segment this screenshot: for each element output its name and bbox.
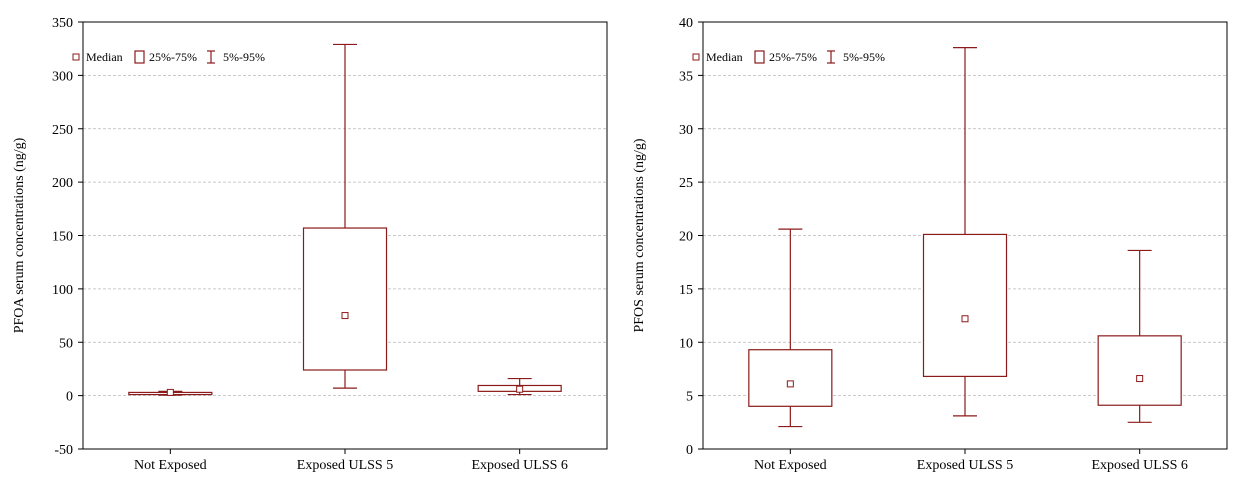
chart-0-legend-median-icon: [72, 53, 80, 61]
chart-0-legend-box-label: 25%-75%: [149, 50, 197, 64]
chart-1-x-category-label: Exposed ULSS 6: [1091, 458, 1187, 473]
chart-1-y-tick-label: 30: [679, 123, 693, 138]
chart-1-legend-box-icon: [754, 50, 765, 64]
chart-1-y-tick-label: 40: [679, 16, 693, 31]
chart-1-iqr-box: [748, 349, 833, 407]
chart-0-y-tick-label: 50: [59, 336, 73, 351]
chart-1-y-tick-label: 35: [679, 69, 693, 84]
chart-0-y-tick-label: 200: [52, 176, 73, 191]
chart-1-iqr-box: [922, 233, 1008, 378]
chart-0-y-tick-label: 250: [52, 123, 73, 138]
chart-1-y-tick-label: 0: [686, 443, 693, 458]
chart-0-y-tick-label: 150: [52, 230, 73, 245]
chart-0-y-tick-label: 300: [52, 69, 73, 84]
chart-0-x-category-label: Not Exposed: [134, 458, 207, 473]
chart-1-y-tick-label: 10: [679, 336, 693, 351]
pfos-boxplot-chart: 0 5 10 15 20 25 30 35 40 PFOS serum concentration…: [632, 16, 1228, 473]
chart-0-median-marker: [341, 312, 349, 320]
chart-0-y-axis-title: PFOA serum concentrations (ng/g): [12, 137, 27, 333]
chart-0-y-tick-label: 0: [66, 390, 73, 405]
chart-1-y-tick-label: 15: [679, 283, 693, 298]
chart-0-legend-median-label: Median: [86, 50, 123, 64]
chart-0-y-tick-label: -50: [54, 443, 73, 458]
chart-0-x-category-label: Exposed ULSS 5: [297, 458, 393, 473]
chart-0-legend-whisker-label: 5%-95%: [223, 50, 265, 64]
chart-1-legend-median-label: Median: [706, 50, 743, 64]
chart-1-x-category-label: Exposed ULSS 5: [917, 458, 1013, 473]
chart-0-median-marker: [516, 385, 524, 393]
chart-1-median-marker: [1136, 375, 1144, 383]
chart-1-iqr-box: [1097, 335, 1182, 406]
chart-1-x-category-label: Not Exposed: [754, 458, 827, 473]
chart-1-legend-box-label: 25%-75%: [769, 50, 817, 64]
chart-1-y-tick-label: 20: [679, 230, 693, 245]
chart-0-y-tick-label: 100: [52, 283, 73, 298]
chart-1-median-marker: [961, 315, 969, 323]
chart-1-y-axis-title: PFOS serum concentrations (ng/g): [632, 138, 647, 332]
chart-0-iqr-box: [302, 227, 388, 371]
chart-0-median-marker: [166, 388, 174, 396]
chart-1-legend-median-icon: [692, 53, 700, 61]
chart-1-legend-whisker-label: 5%-95%: [843, 50, 885, 64]
chart-1-y-tick-label: 5: [686, 390, 693, 405]
chart-0-legend-box-icon: [134, 50, 145, 64]
chart-0-x-category-label: Exposed ULSS 6: [471, 458, 567, 473]
chart-1-y-tick-label: 25: [679, 176, 693, 191]
chart-0-y-tick-label: 350: [52, 16, 73, 31]
chart-1-median-marker: [786, 380, 794, 388]
pfoa-boxplot-chart: -50 0 50 100 150 200 250 300 350 PFOA serum conce…: [12, 16, 608, 473]
